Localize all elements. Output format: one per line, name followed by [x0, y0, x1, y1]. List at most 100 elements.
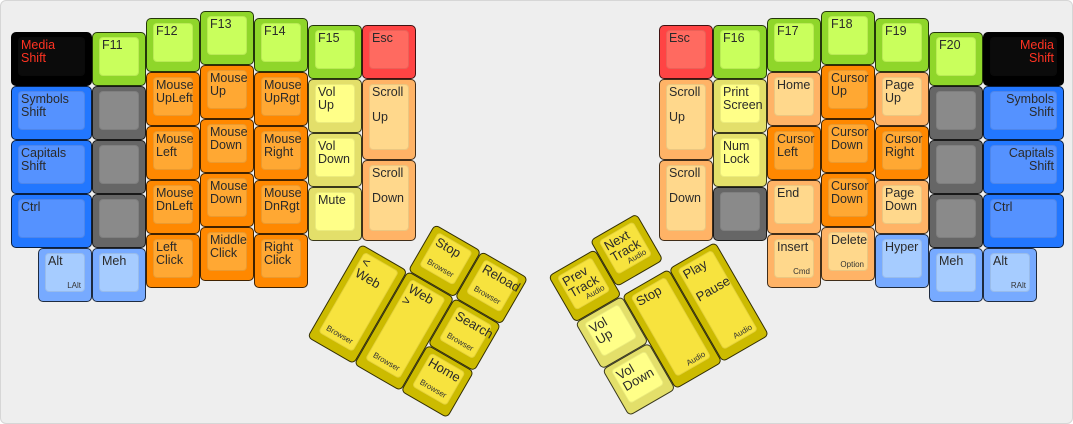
key-esc[interactable]: Esc [362, 25, 416, 79]
keycap: Mouse Left [153, 131, 194, 170]
key-sublabel: RAlt [1010, 281, 1026, 290]
key-mouse-uprgt[interactable]: Mouse UpRgt [254, 72, 308, 126]
key-label: Mouse Up [210, 71, 248, 98]
keycap: Esc [369, 30, 409, 69]
key-media-shift[interactable]: Media Shift [983, 32, 1064, 86]
key-right-click[interactable]: Right Click [254, 234, 308, 288]
keycap: Scroll Down [369, 165, 409, 231]
key-middle-click[interactable]: Middle Click [200, 227, 254, 281]
key-f13[interactable]: F13 [200, 11, 254, 65]
keycap: Left Click [153, 239, 193, 278]
key-label: Cursor Down [831, 125, 869, 152]
key-mouse-left[interactable]: Mouse Left [146, 126, 200, 180]
key-meh[interactable]: Meh [929, 248, 983, 302]
key-f17[interactable]: F17 [767, 18, 821, 72]
key-f12[interactable]: F12 [146, 18, 200, 72]
key-media-shift[interactable]: Media Shift [11, 32, 92, 86]
key-label: Media Shift [1019, 38, 1054, 65]
key-blank[interactable] [929, 86, 983, 140]
key-print-screen[interactable]: Print Screen [713, 79, 767, 133]
key-f19[interactable]: F19 [875, 18, 929, 72]
key-f14[interactable]: F14 [254, 18, 308, 72]
key-insert[interactable]: Insert Cmd [767, 234, 821, 288]
key-f16[interactable]: F16 [713, 25, 767, 79]
keycap: F19 [882, 23, 922, 62]
key-cursor-right[interactable]: Cursor Right [875, 126, 929, 180]
key-label: Mute [318, 193, 346, 207]
key-f15[interactable]: F15 [308, 25, 362, 79]
key-left-click[interactable]: Left Click [146, 234, 200, 288]
key-capitals-shift[interactable]: Capitals Shift [983, 140, 1064, 194]
key-scroll-up[interactable]: Scroll Up [659, 79, 713, 160]
key-mute[interactable]: Mute [308, 187, 362, 241]
key-label: Vol Down [318, 139, 350, 166]
key-capitals-shift[interactable]: Capitals Shift [11, 140, 92, 194]
key-mouse-dnrgt[interactable]: Mouse DnRgt [254, 180, 308, 234]
key-mouse-upleft[interactable]: Mouse UpLeft [146, 72, 200, 126]
key-blank[interactable] [929, 194, 983, 248]
key-cursor-left[interactable]: Cursor Left [767, 126, 821, 180]
key-f20[interactable]: F20 [929, 32, 983, 86]
key-label: Alt [48, 254, 63, 268]
keycap: Meh [99, 253, 139, 292]
key-label: Scroll Up [669, 85, 701, 124]
key-meh[interactable]: Meh [92, 248, 146, 302]
key-f11[interactable]: F11 [92, 32, 146, 86]
key-ctrl[interactable]: Ctrl [983, 194, 1064, 248]
key-blank[interactable] [929, 140, 983, 194]
keycap: F12 [153, 23, 193, 62]
key-ctrl[interactable]: Ctrl [11, 194, 92, 248]
key-blank[interactable] [92, 140, 146, 194]
key-home[interactable]: Home [767, 72, 821, 126]
key-label: Left Click [156, 240, 184, 267]
key-num-lock[interactable]: Num Lock [713, 133, 767, 187]
key-label: Meh [939, 254, 964, 268]
key-label: Mouse Left [156, 132, 194, 159]
key-blank[interactable] [713, 187, 767, 241]
key-mouse-right[interactable]: Mouse Right [254, 126, 308, 180]
key-scroll-down[interactable]: Scroll Down [659, 160, 713, 241]
key-label: Home [777, 78, 811, 92]
keycap: Delete Option [828, 232, 868, 271]
key-esc[interactable]: Esc [659, 25, 713, 79]
keycap: Symbols Shift [18, 91, 85, 130]
key-symbols-shift[interactable]: Symbols Shift [983, 86, 1064, 140]
key-label: Alt [993, 254, 1008, 268]
key-label: Middle Click [210, 233, 247, 260]
key-blank[interactable] [92, 86, 146, 140]
key-label: Print Screen [723, 85, 763, 112]
key-label: < Web [352, 253, 384, 292]
key-delete[interactable]: Delete Option [821, 227, 875, 281]
key-mouse-down[interactable]: Mouse Down [200, 173, 254, 227]
key-label: Mouse Down [210, 179, 248, 206]
key-cursor-up[interactable]: Cursor Up [821, 65, 875, 119]
key-mouse-dnleft[interactable]: Mouse DnLeft [146, 180, 200, 234]
key-cursor-down[interactable]: Cursor Down [821, 173, 875, 227]
keycap: Insert Cmd [774, 239, 814, 278]
key-hyper[interactable]: Hyper [875, 234, 929, 288]
keycap: Cursor Up [828, 70, 869, 109]
keycap: Cursor Down [828, 178, 869, 217]
key-scroll-down[interactable]: Scroll Down [362, 160, 416, 241]
keycap [936, 199, 976, 238]
key-scroll-up[interactable]: Scroll Up [362, 79, 416, 160]
key-label: Ctrl [993, 200, 1013, 214]
key-sublabel: Browser [472, 284, 503, 307]
key-label: Ctrl [21, 200, 41, 214]
key-vol-down[interactable]: Vol Down [308, 133, 362, 187]
key-mouse-up[interactable]: Mouse Up [200, 65, 254, 119]
key-cursor-down[interactable]: Cursor Down [821, 119, 875, 173]
key-symbols-shift[interactable]: Symbols Shift [11, 86, 92, 140]
key-alt[interactable]: Alt RAlt [983, 248, 1037, 302]
key-end[interactable]: End [767, 180, 821, 234]
key-label: Scroll Down [669, 166, 701, 205]
key-blank[interactable] [92, 194, 146, 248]
key-mouse-down[interactable]: Mouse Down [200, 119, 254, 173]
key-vol-up[interactable]: Vol Up [308, 79, 362, 133]
key-page-up[interactable]: Page Up [875, 72, 929, 126]
key-alt[interactable]: Alt LAlt [38, 248, 92, 302]
key-page-down[interactable]: Page Down [875, 180, 929, 234]
key-label: Cursor Down [831, 179, 869, 206]
key-label: Page Up [885, 78, 915, 105]
key-f18[interactable]: F18 [821, 11, 875, 65]
